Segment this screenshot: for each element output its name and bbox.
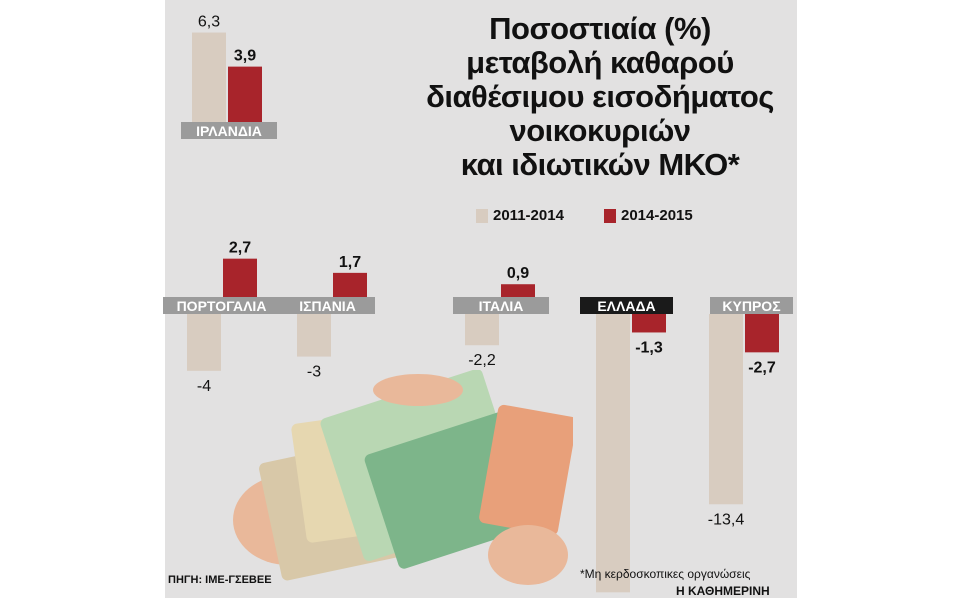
value-label-ισπανια-2011-2014: -3 bbox=[307, 364, 321, 381]
category-label-box-κυπρος bbox=[710, 297, 793, 314]
footnote: *Μη κερδοσκοπικες οργανώσεις bbox=[580, 567, 751, 581]
bar-ισπανια-2011-2014 bbox=[297, 314, 331, 357]
value-label-πορτογαλια-2011-2014: -4 bbox=[197, 378, 211, 395]
category-label-κυπρος: ΚΥΠΡΟΣ bbox=[722, 298, 780, 314]
value-label-κυπρος-2014-2015: -2,7 bbox=[748, 359, 776, 376]
value-label-ιρλανδια-2014-2015: 3,9 bbox=[234, 48, 256, 65]
legend-label-period1: 2011-2014 bbox=[493, 207, 564, 224]
value-label-ισπανια-2014-2015: 1,7 bbox=[339, 254, 361, 271]
value-label-ελλαδα-2014-2015: -1,3 bbox=[635, 339, 663, 356]
category-label-ιταλια: ΙΤΑΛΙΑ bbox=[479, 298, 524, 314]
legend-item-period2: 2014-2015 bbox=[604, 207, 693, 224]
legend-item-period1: 2011-2014 bbox=[476, 207, 564, 224]
legend-swatch-period2 bbox=[604, 208, 616, 223]
category-label-ιρλανδια: ΙΡΛΑΝΔΙΑ bbox=[196, 123, 262, 139]
value-label-κυπρος-2011-2014: -13,4 bbox=[708, 511, 745, 528]
bar-κυπρος-2014-2015 bbox=[745, 314, 779, 353]
value-label-ιρλανδια-2011-2014: 6,3 bbox=[198, 14, 220, 31]
bar-κυπρος-2011-2014 bbox=[709, 314, 743, 505]
category-label-box-ιρλανδια bbox=[181, 122, 277, 139]
chart-title-line-5: και ιδιωτικών ΜΚΟ* bbox=[460, 147, 740, 182]
bar-πορτογαλια-2011-2014 bbox=[187, 314, 221, 371]
publisher-brand: Η ΚΑΘΗΜΕΡΙΝΗ bbox=[676, 584, 770, 598]
category-label-box-ισπανια bbox=[280, 297, 375, 314]
category-label-box-ιταλια bbox=[453, 297, 549, 314]
bar-ιρλανδια-2014-2015 bbox=[228, 66, 262, 122]
legend-swatch-period1 bbox=[476, 208, 488, 223]
bar-ελλαδα-2014-2015 bbox=[632, 314, 666, 333]
source-note: ΠΗΓΗ: ΙΜΕ-ΓΣΕΒΕΕ bbox=[168, 574, 272, 586]
value-label-ιταλια-2014-2015: 0,9 bbox=[507, 265, 529, 282]
category-label-box-ελλαδα bbox=[580, 297, 673, 314]
category-label-πορτογαλια: ΠΟΡΤΟΓΑΛΙΑ bbox=[177, 298, 267, 314]
bar-ισπανια-2014-2015 bbox=[333, 272, 367, 297]
category-label-ελλαδα: ΕΛΛΑΔΑ bbox=[597, 298, 655, 314]
money-hands-image bbox=[233, 370, 573, 585]
chart-title-line-3: διαθέσιμου εισοδήματος bbox=[426, 79, 774, 114]
bar-ιταλια-2011-2014 bbox=[465, 314, 499, 346]
bar-ιρλανδια-2011-2014 bbox=[192, 32, 226, 122]
category-label-box-πορτογαλια bbox=[163, 297, 280, 314]
chart-title-line-2: μεταβολή καθαρού bbox=[466, 45, 734, 80]
category-label-ισπανια: ΙΣΠΑΝΙΑ bbox=[299, 298, 356, 314]
chart-title-line-4: νοικοκυριών bbox=[509, 113, 691, 148]
value-label-ιταλια-2011-2014: -2,2 bbox=[468, 352, 496, 369]
bar-ιταλια-2014-2015 bbox=[501, 284, 535, 297]
bar-πορτογαλια-2014-2015 bbox=[223, 258, 257, 297]
bar-ελλαδα-2011-2014 bbox=[596, 314, 630, 593]
value-label-πορτογαλια-2014-2015: 2,7 bbox=[229, 240, 251, 257]
chart-title-line-1: Ποσοστιαία (%) bbox=[489, 11, 711, 46]
legend-label-period2: 2014-2015 bbox=[621, 207, 693, 224]
